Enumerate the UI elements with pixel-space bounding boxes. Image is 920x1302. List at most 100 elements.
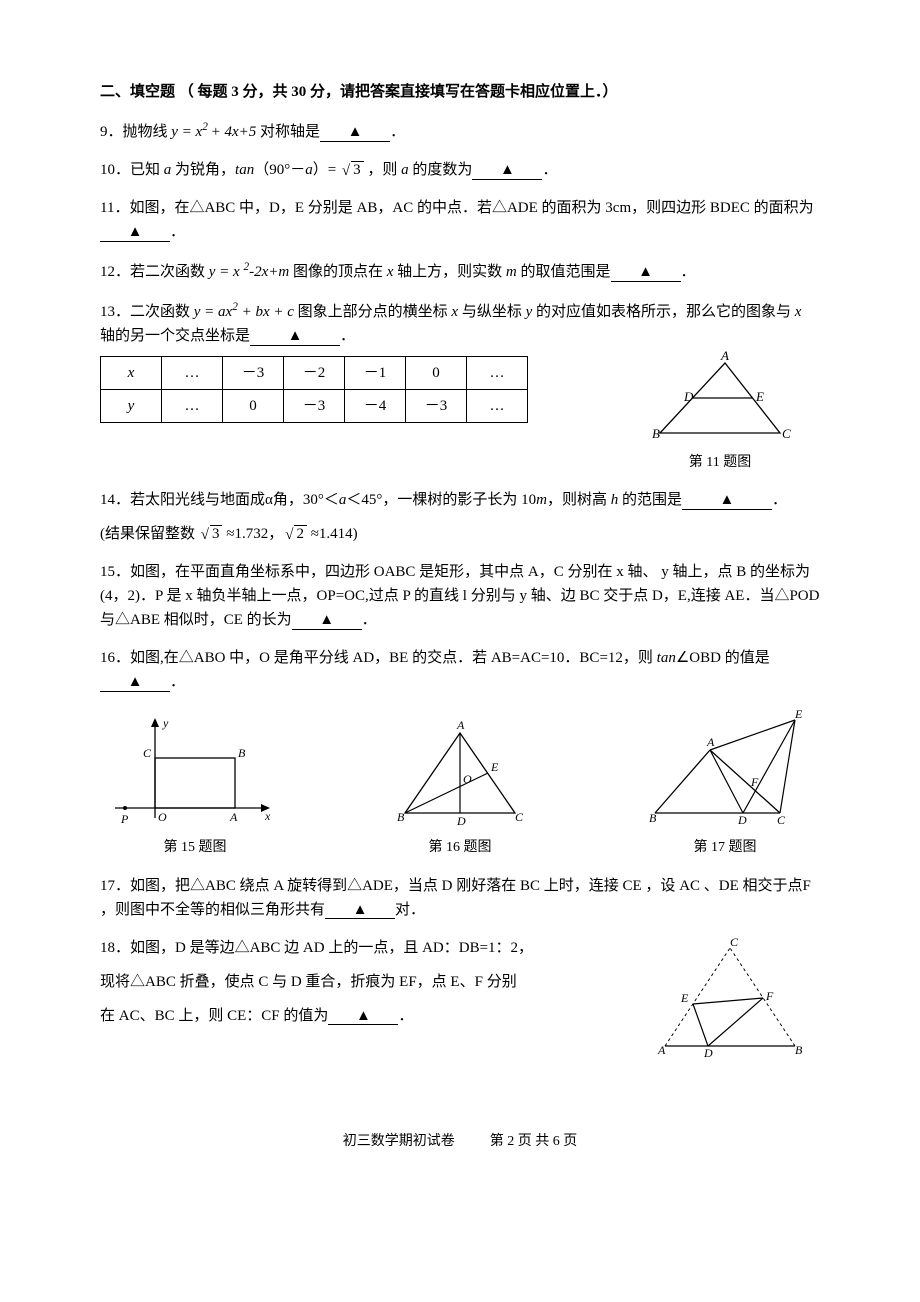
fig16-caption: 第 16 题图 — [365, 837, 555, 859]
q14-c: ，则树高 — [547, 492, 611, 508]
q17-text: 17．如图，把△ABC 绕点 A 旋转得到△ADE，当点 D 刚好落在 BC 上… — [100, 878, 811, 918]
svg-text:F: F — [765, 989, 774, 1003]
svg-text:C: C — [782, 426, 791, 441]
q16-blank — [100, 674, 170, 692]
q14-a: 14．若太阳光线与地面成α角，30°＜ — [100, 492, 339, 508]
question-17: 17．如图，把△ABC 绕点 A 旋转得到△ADE，当点 D 刚好落在 BC 上… — [100, 874, 820, 922]
svg-text:A: A — [229, 810, 238, 824]
q13-blank — [250, 328, 340, 346]
q14-sqrt2: 2 — [283, 522, 307, 546]
svg-text:A: A — [720, 348, 729, 363]
question-18: 18．如图，D 是等边△ABC 边 AD 上的一点，且 AD：DB=1：2， 现… — [100, 936, 820, 1061]
svg-text:D: D — [456, 814, 466, 828]
table-cell: －2 — [284, 357, 345, 390]
q10-sqrt3-rad: 3 — [351, 161, 364, 178]
q10-sqrt3: 3 — [340, 158, 364, 182]
q13-b: 图象上部分点的横坐标 — [294, 304, 452, 320]
question-16: 16．如图,在△ABO 中，O 是角平分线 AD，BE 的交点．若 AB=AC=… — [100, 646, 820, 694]
q10-b: 为锐角， — [171, 162, 235, 178]
svg-text:D: D — [683, 389, 694, 404]
question-9: 9．抛物线 y = x2 + 4x+5 对称轴是． — [100, 118, 820, 144]
q10-var-a2: a — [305, 162, 313, 178]
q12-formula: y = x 2-2x+m — [209, 264, 289, 280]
table-cell: … — [467, 357, 528, 390]
q14-sqrt3: 3 — [199, 522, 223, 546]
q13-d: 的对应值如表格所示，那么它的图象与 — [532, 304, 795, 320]
q10-blank — [472, 162, 542, 180]
figure-11: A D E B C 第 11 题图 — [620, 348, 820, 474]
q9-text-a: 9．抛物线 — [100, 124, 171, 140]
q12-blank — [611, 264, 681, 282]
q18-line2: 现将△ABC 折叠，使点 C 与 D 重合，折痕为 EF，点 E、F 分别 — [100, 970, 640, 994]
q11-text: 11．如图，在△ABC 中，D，E 分别是 AB，AC 的中点．若△ADE 的面… — [100, 200, 814, 216]
svg-text:D: D — [703, 1046, 713, 1060]
figure-18: C A B D E F — [640, 936, 820, 1061]
fig17-caption: 第 17 题图 — [630, 837, 820, 859]
q17-b: 对． — [395, 902, 425, 918]
q10-paren2: ）= — [313, 162, 340, 178]
figure-17: A B C D E F 第 17 题图 — [630, 708, 820, 859]
q14-m: m — [536, 492, 547, 508]
q14-blank — [682, 492, 772, 510]
q14-sqrt3-rad: 3 — [210, 525, 223, 542]
table-cell: 0 — [223, 390, 284, 423]
fig15-caption: 第 15 题图 — [100, 837, 290, 859]
figure-15: P O A x y C B 第 15 题图 — [100, 713, 290, 859]
svg-text:C: C — [143, 746, 152, 760]
svg-text:y: y — [162, 716, 169, 730]
q13-th-y: y — [101, 390, 162, 423]
svg-text:A: A — [657, 1043, 666, 1057]
svg-text:E: E — [490, 760, 499, 774]
footer-right: 第 2 页 共 6 页 — [490, 1134, 578, 1149]
question-15: 15．如图，在平面直角坐标系中，四边形 OABC 是矩形，其中点 A，C 分别在… — [100, 560, 820, 632]
table-row: y … 0 －3 －4 －3 … — [101, 390, 528, 423]
svg-text:x: x — [264, 809, 271, 823]
fig11-caption: 第 11 题图 — [620, 452, 820, 474]
svg-text:C: C — [777, 813, 786, 827]
svg-text:A: A — [456, 718, 465, 732]
q14-d: 的范围是 — [618, 492, 682, 508]
svg-text:F: F — [750, 775, 759, 789]
q13-c: 与纵坐标 — [458, 304, 526, 320]
q18-blank — [328, 1008, 398, 1026]
question-13: 13．二次函数 y = ax2 + bx + c 图象上部分点的横坐标 x 与纵… — [100, 298, 820, 474]
q16-a: 16．如图,在△ABO 中，O 是角平分线 AD，BE 的交点．若 AB=AC=… — [100, 650, 657, 666]
table-cell: －4 — [345, 390, 406, 423]
svg-text:B: B — [238, 746, 246, 760]
q11-blank — [100, 224, 170, 242]
q9-period: ． — [390, 124, 405, 140]
table-cell: … — [162, 390, 223, 423]
q13-e: 轴的另一个交点坐标是 — [100, 328, 250, 344]
svg-text:E: E — [755, 389, 764, 404]
q12-period: ． — [681, 264, 696, 280]
table-cell: … — [162, 357, 223, 390]
table-row: x … －3 －2 －1 0 … — [101, 357, 528, 390]
q9-blank — [320, 124, 390, 142]
q12-c: 轴上方，则实数 — [393, 264, 506, 280]
q14-period: ． — [772, 492, 787, 508]
q10-c: ，则 — [364, 162, 402, 178]
q9-formula: y = x2 + 4x+5 — [171, 124, 256, 140]
q13-formula: y = ax2 + bx + c — [194, 304, 294, 320]
figure-16: A B C D E O 第 16 题图 — [365, 713, 555, 859]
question-10: 10．已知 a 为锐角，tan（90°－a）= 3 ，则 a 的度数为． — [100, 158, 820, 182]
table-cell: 0 — [406, 357, 467, 390]
svg-text:E: E — [680, 991, 689, 1005]
svg-text:B: B — [397, 810, 405, 824]
svg-text:B: B — [652, 426, 660, 441]
q15-period: ． — [362, 612, 377, 628]
q13-a: 13．二次函数 — [100, 304, 194, 320]
svg-text:D: D — [737, 813, 747, 827]
q12-b: 图像的顶点在 — [289, 264, 387, 280]
q17-blank — [325, 902, 395, 920]
svg-text:E: E — [794, 708, 803, 721]
q10-period: ． — [542, 162, 557, 178]
question-14: 14．若太阳光线与地面成α角，30°＜a＜45°，一棵树的影子长为 10m，则树… — [100, 488, 820, 546]
svg-text:O: O — [463, 772, 472, 786]
q12-d: 的取值范围是 — [517, 264, 611, 280]
q16-tan: tan — [657, 650, 676, 666]
q15-blank — [292, 612, 362, 630]
q18-line1: 18．如图，D 是等边△ABC 边 AD 上的一点，且 AD：DB=1：2， — [100, 936, 640, 960]
svg-text:C: C — [730, 936, 739, 949]
q14-approx3: ≈1.732， — [226, 526, 283, 542]
